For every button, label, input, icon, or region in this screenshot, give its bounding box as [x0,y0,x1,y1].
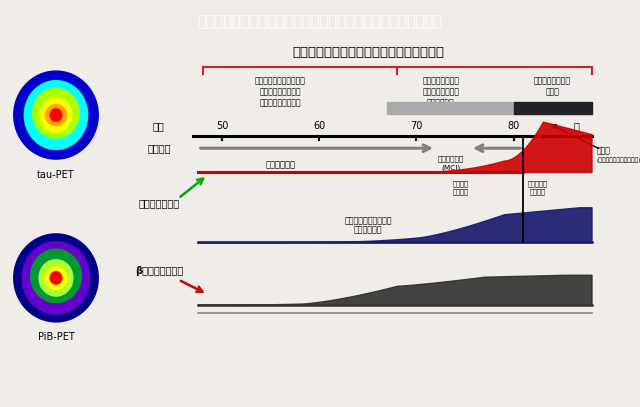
Text: (アルツハイマー型認知症): (アルツハイマー型認知症) [596,158,640,163]
Polygon shape [40,98,72,132]
Text: 70: 70 [410,121,422,131]
Text: βアミロイド病理: βアミロイド病理 [134,265,183,276]
Polygon shape [45,105,67,126]
Bar [387,102,514,114]
Polygon shape [33,88,79,138]
Polygon shape [31,249,81,303]
Text: アルツハイマー病が惹起する認知症をアルツハイマー型認知症: アルツハイマー病が惹起する認知症をアルツハイマー型認知症 [198,14,442,29]
Polygon shape [24,81,88,149]
Text: アルツハイマー型: アルツハイマー型 [422,77,460,86]
Text: 神経細胞脱落: 神経細胞脱落 [354,226,382,235]
Bar [514,102,591,114]
Text: PiB-PET: PiB-PET [38,333,74,342]
Text: 軽度認知障害: 軽度認知障害 [437,155,463,162]
Text: 歳: 歳 [574,121,580,131]
Text: tau-PET: tau-PET [37,170,75,179]
Text: アルツハイマー型: アルツハイマー型 [534,77,571,86]
Text: タウ、神経原線維変化: タウ、神経原線維変化 [344,216,392,225]
Polygon shape [45,267,67,289]
Text: いずれアルツハイマー型: いずれアルツハイマー型 [255,77,306,86]
Text: にも進展: にも進展 [530,189,546,195]
Text: 海馬周辺: 海馬周辺 [452,181,468,187]
Text: 軽度認知障害: 軽度認知障害 [427,98,454,107]
Text: 50: 50 [216,121,228,131]
Polygon shape [14,234,99,322]
Text: 認知症に移行するが: 認知症に移行するが [260,88,301,96]
Text: が生病変: が生病変 [452,189,468,195]
Text: 認知症: 認知症 [546,88,559,96]
Text: 60: 60 [313,121,325,131]
Text: 臨床症状のない時期: 臨床症状のない時期 [260,98,301,107]
Polygon shape [50,109,62,121]
Text: 大脳新皮質: 大脳新皮質 [528,181,548,187]
Text: 80: 80 [508,121,520,131]
Polygon shape [39,260,73,296]
Text: 臨床的に正常: 臨床的に正常 [266,161,296,170]
Polygon shape [22,242,90,314]
Text: 臨床症状: 臨床症状 [147,143,171,153]
Text: これらのすべての時期がアルツハイマー病: これらのすべての時期がアルツハイマー病 [292,46,444,59]
Text: (MCI): (MCI) [441,164,460,171]
Text: 認知症: 認知症 [596,146,611,155]
Text: 年齢: 年齢 [153,121,164,131]
Text: 神経細胞の病理: 神経細胞の病理 [138,198,179,208]
Polygon shape [50,272,62,284]
Polygon shape [14,71,99,159]
Text: 認知症に移行する: 認知症に移行する [422,88,460,96]
